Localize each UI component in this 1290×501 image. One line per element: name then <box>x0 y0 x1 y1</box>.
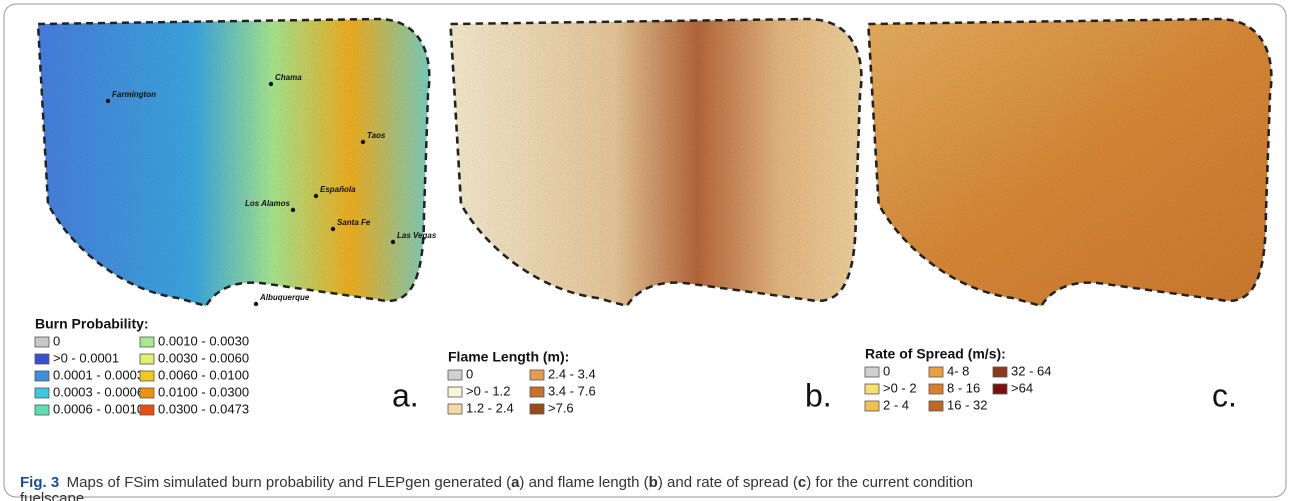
place-label: Taos <box>367 131 386 140</box>
legend-label: 0.0010 - 0.0030 <box>158 333 249 348</box>
legend-label: 0.0006 - 0.0010 <box>53 401 144 416</box>
legend-swatch <box>929 401 943 411</box>
place-label: Chama <box>275 73 302 82</box>
caption-text: ) and flame length ( <box>519 474 648 491</box>
legend-label: 0.0001 - 0.0003 <box>53 367 144 382</box>
legend-swatch <box>35 388 49 398</box>
panel-letter: a. <box>392 377 419 413</box>
legend-swatch <box>35 337 49 347</box>
legend-title: Flame Length (m): <box>448 349 569 365</box>
legend-label: 0 <box>466 366 473 381</box>
legend-swatch <box>865 367 879 377</box>
place-label: Farmington <box>112 90 156 99</box>
legend-label: 8 - 16 <box>947 380 980 395</box>
place-label: Santa Fe <box>337 218 371 227</box>
place-label: Albuquerque <box>259 293 310 302</box>
map <box>451 19 862 306</box>
legend-label: 2 - 4 <box>883 397 909 412</box>
legend-swatch <box>929 384 943 394</box>
caption-text: b <box>649 474 658 491</box>
place-label: Los Alamos <box>245 199 291 208</box>
legend-swatch <box>993 384 1007 394</box>
legend-label: 0.0300 - 0.0473 <box>158 401 249 416</box>
legend-label: >0 - 0.0001 <box>53 350 119 365</box>
legend-label: 0.0003 - 0.0006 <box>53 384 144 399</box>
legend-label: >0 - 1.2 <box>466 383 510 398</box>
caption-text: ) for the current condition <box>806 474 973 491</box>
legend-label: 1.2 - 2.4 <box>466 400 514 415</box>
legend-label: 4- 8 <box>947 363 969 378</box>
legend-swatch <box>35 405 49 415</box>
caption: Fig. 3 Maps of FSim simulated burn proba… <box>20 474 973 491</box>
place-dot <box>331 227 335 231</box>
place-dot <box>254 302 258 306</box>
place-dot <box>269 82 273 86</box>
legend-swatch <box>993 367 1007 377</box>
place-dot <box>106 99 110 103</box>
legend-swatch <box>865 401 879 411</box>
place-dot <box>314 194 318 198</box>
legend-label: 0.0100 - 0.0300 <box>158 384 249 399</box>
caption-text: ) and rate of spread ( <box>658 474 798 491</box>
legend-label: 2.4 - 3.4 <box>548 366 596 381</box>
legend-label: 0.0030 - 0.0060 <box>158 350 249 365</box>
legend-label: >7.6 <box>548 400 574 415</box>
panel-letter: b. <box>805 377 832 413</box>
legend-label: >0 - 2 <box>883 380 917 395</box>
place-label: Las Vegas <box>397 231 437 240</box>
panel-letter: c. <box>1212 377 1237 413</box>
legend-label: 0 <box>53 333 60 348</box>
legend-swatch <box>448 370 462 380</box>
legend-swatch <box>140 405 154 415</box>
legend-label: 0.0060 - 0.0100 <box>158 367 249 382</box>
legend-label: 32 - 64 <box>1011 363 1051 378</box>
caption-label: Fig. 3 <box>20 474 67 491</box>
legend-swatch <box>865 384 879 394</box>
legend-label: 0 <box>883 363 890 378</box>
map <box>38 19 429 306</box>
legend-swatch <box>530 370 544 380</box>
place-dot <box>391 240 395 244</box>
place-dot <box>361 140 365 144</box>
legend-swatch <box>448 404 462 414</box>
legend-swatch <box>140 354 154 364</box>
legend-swatch <box>929 367 943 377</box>
caption-text: fuelscape <box>20 490 84 501</box>
legend-label: 16 - 32 <box>947 397 987 412</box>
legend-swatch <box>140 388 154 398</box>
place-dot <box>291 208 295 212</box>
legend-label: 3.4 - 7.6 <box>548 383 596 398</box>
page: {"panels": [ {"legend_title": "Burn Prob… <box>0 0 1290 501</box>
map <box>868 19 1271 306</box>
caption-text: Maps of FSim simulated burn probability … <box>67 474 511 491</box>
legend-swatch <box>448 387 462 397</box>
legend-swatch <box>140 371 154 381</box>
legend-swatch <box>530 387 544 397</box>
caption-text: c <box>798 474 806 491</box>
legend-title: Rate of Spread (m/s): <box>865 346 1006 362</box>
legend-swatch <box>140 337 154 347</box>
legend-title: Burn Probability: <box>35 316 149 332</box>
legend-label: >64 <box>1011 380 1033 395</box>
place-label: Española <box>320 185 356 194</box>
legend-swatch <box>35 354 49 364</box>
figure: Farmington Chama Taos Los Alamos Española San… <box>0 0 1290 501</box>
legend-swatch <box>530 404 544 414</box>
legend-swatch <box>35 371 49 381</box>
